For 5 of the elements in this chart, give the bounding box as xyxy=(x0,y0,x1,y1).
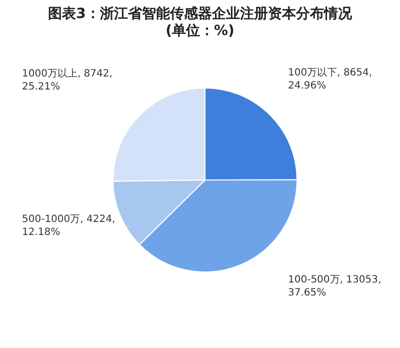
chart-title: 图表3：浙江省智能传感器企业注册资本分布情况 (单位：%) xyxy=(47,6,353,40)
slice-label: 500-1000万, 4224, 12.18% xyxy=(22,214,116,238)
slice-label: 100万以下, 8654, 24.96% xyxy=(288,66,372,92)
slice-label: 100-500万, 13053, 37.65% xyxy=(288,274,382,299)
slice-label: 1000万以上, 8742, 25.21% xyxy=(22,67,112,92)
